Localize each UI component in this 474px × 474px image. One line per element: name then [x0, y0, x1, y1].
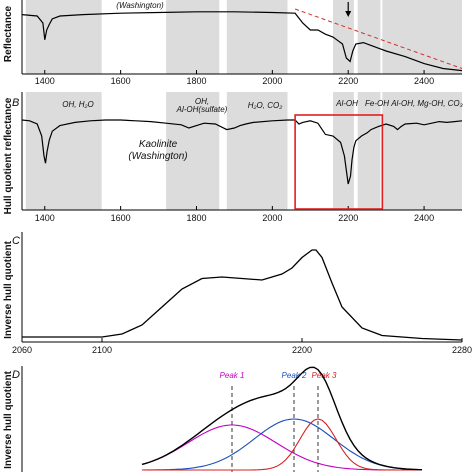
- panel-d-peak-curve-3: [142, 418, 422, 471]
- panel-c-tick-label-1: 2100: [92, 345, 112, 355]
- panel-a-arrow-head: [345, 11, 352, 17]
- panel-b-band-label-1: OH,: [195, 97, 209, 106]
- panel-a-y-label: Reflectance: [3, 5, 14, 62]
- panel-b-locality-label: (Washington): [128, 151, 187, 162]
- panel-a-tick-label-0: 1400: [35, 76, 55, 86]
- panel-a-band-4: [357, 0, 381, 74]
- panel-c-letter: C: [12, 235, 20, 247]
- panel-a-tick-label-2: 1800: [186, 76, 206, 86]
- panel-b-highlight-box: [294, 114, 384, 210]
- panel-b-band-1: [166, 92, 220, 210]
- panel-d-peak-label-1: Peak 1: [220, 371, 245, 380]
- panel-a-band-1: [166, 0, 220, 74]
- panel-b-band-4: [357, 92, 381, 210]
- panel-b-band-label-4: Al-OH: [335, 99, 358, 108]
- panel-c-curve-line: [22, 249, 463, 341]
- panel-a-band-3: [333, 0, 354, 74]
- panel-c: 2060 2100 2200 2280 Inverse hull quotient: [3, 232, 472, 355]
- panel-b-y-label: Hull quotient reflectance: [3, 97, 14, 214]
- panel-a-band-0: [25, 0, 102, 74]
- panel-d-peak-label-2: Peak 2: [282, 371, 307, 380]
- panel-a: 1400 1600 1800 2000 2200 2400 (Washington) Refl…: [3, 0, 463, 86]
- panel-b-band-5: [382, 92, 462, 210]
- panel-d-peak-label-3: Peak 3: [312, 371, 337, 380]
- panel-a-band-5: [382, 0, 462, 74]
- panel-b-band-label-0: OH, H₂O: [62, 100, 94, 109]
- panel-b-tick-label-4: 2200: [338, 213, 358, 223]
- panel-b-letter: B: [12, 97, 19, 109]
- panel-b-tick-label-1: 1600: [111, 213, 131, 223]
- panel-d-letter: D: [12, 369, 20, 381]
- panel-c-tick-label-2: 2200: [292, 345, 312, 355]
- panel-a-tick-label-5: 2400: [414, 76, 434, 86]
- panel-b-band-label-5: Fe-OH: [365, 99, 389, 108]
- panel-b-tick-label-0: 1400: [35, 213, 55, 223]
- panel-b-band-0: [25, 92, 102, 210]
- panel-a-spectrum-line: [21, 11, 463, 72]
- panel-d-y-label: Inverse hull quotient: [3, 370, 14, 468]
- panel-b-band-label-3: H₂O, CO₂: [248, 101, 283, 110]
- panel-b-spectrum-line: [21, 119, 463, 185]
- panel-b-tick-label-5: 2400: [414, 213, 434, 223]
- panel-a-band-2: [226, 0, 288, 74]
- panel-c-y-label: Inverse hull quotient: [3, 240, 14, 338]
- panel-b-band-label-2: Al-OH(sulfate): [176, 105, 228, 114]
- panel-b-band-label-6: Al-OH, Mg-OH, CO₃: [390, 99, 463, 108]
- panel-d-sum-curve: [141, 366, 423, 471]
- panel-c-tick-label-3: 2280: [452, 345, 472, 355]
- panel-a-tick-label-3: 2000: [262, 76, 282, 86]
- panel-b-band-2: [226, 92, 288, 210]
- panel-a-mineral-label: (Washington): [116, 1, 164, 10]
- panel-c-tick-label-0: 2060: [12, 345, 32, 355]
- panel-a-tick-label-4: 2200: [338, 76, 358, 86]
- panel-b-tick-label-3: 2000: [262, 213, 282, 223]
- panel-a-hull-line: [294, 8, 463, 69]
- panel-b-mineral-label: Kaolinite: [139, 139, 178, 150]
- panel-d: Peak 1 Peak 2 Peak 3 Inverse hull quotient: [3, 366, 423, 472]
- panel-a-tick-label-1: 1600: [111, 76, 131, 86]
- panel-b-tick-label-2: 1800: [186, 213, 206, 223]
